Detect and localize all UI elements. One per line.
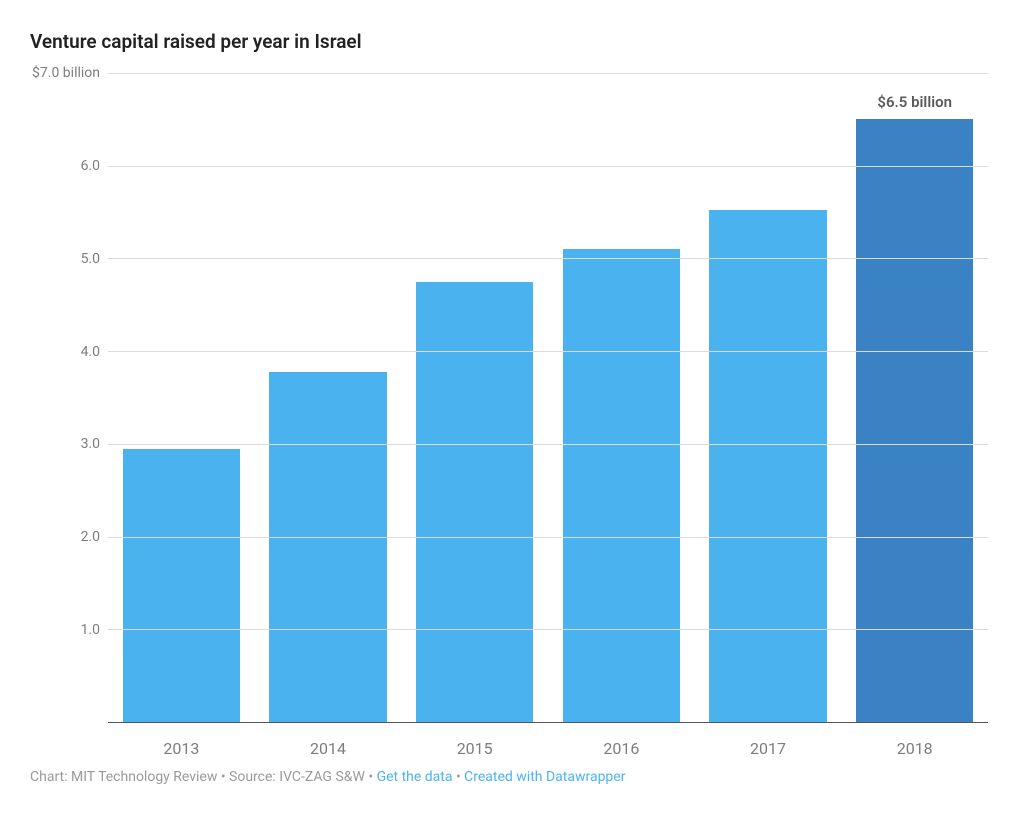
y-tick-label: 2.0 [30, 529, 100, 545]
bar [709, 210, 826, 722]
bar [123, 449, 240, 723]
bar-slot: $6.5 billion [841, 73, 988, 722]
y-tick-label: 1.0 [30, 622, 100, 638]
bar-slot [401, 73, 548, 722]
gridline [108, 444, 988, 445]
chart-title: Venture capital raised per year in Israe… [30, 30, 994, 53]
bar [563, 249, 680, 722]
gridline [108, 258, 988, 259]
datawrapper-link[interactable]: Created with Datawrapper [464, 769, 625, 785]
bar [416, 282, 533, 722]
chart-area: $6.5 billion 1.02.03.04.05.06.0$7.0 bill… [30, 73, 994, 763]
y-tick-label: 6.0 [30, 158, 100, 174]
gridline [108, 351, 988, 352]
y-tick-label: $7.0 billion [30, 65, 100, 81]
x-tick-label: 2018 [841, 729, 988, 763]
y-tick-label: 3.0 [30, 436, 100, 452]
x-tick-label: 2017 [695, 729, 842, 763]
x-tick-label: 2016 [548, 729, 695, 763]
bar-slot [255, 73, 402, 722]
x-tick-label: 2013 [108, 729, 255, 763]
footer-source-text: Chart: MIT Technology Review • Source: I… [30, 769, 377, 785]
bars-container: $6.5 billion [108, 73, 988, 722]
gridline [108, 166, 988, 167]
chart-footer: Chart: MIT Technology Review • Source: I… [30, 769, 994, 785]
footer-separator: • [452, 769, 464, 785]
y-tick-label: 5.0 [30, 251, 100, 267]
plot-region: $6.5 billion [108, 73, 988, 723]
gridline [108, 537, 988, 538]
get-data-link[interactable]: Get the data [377, 769, 453, 785]
bar-slot [695, 73, 842, 722]
x-tick-label: 2015 [401, 729, 548, 763]
bar-value-label: $6.5 billion [877, 93, 952, 111]
x-tick-label: 2014 [255, 729, 402, 763]
gridline [108, 629, 988, 630]
bar [856, 119, 973, 722]
gridline [108, 73, 988, 74]
x-axis-labels: 201320142015201620172018 [108, 729, 988, 763]
bar [269, 372, 386, 722]
y-tick-label: 4.0 [30, 344, 100, 360]
bar-slot [548, 73, 695, 722]
bar-slot [108, 73, 255, 722]
